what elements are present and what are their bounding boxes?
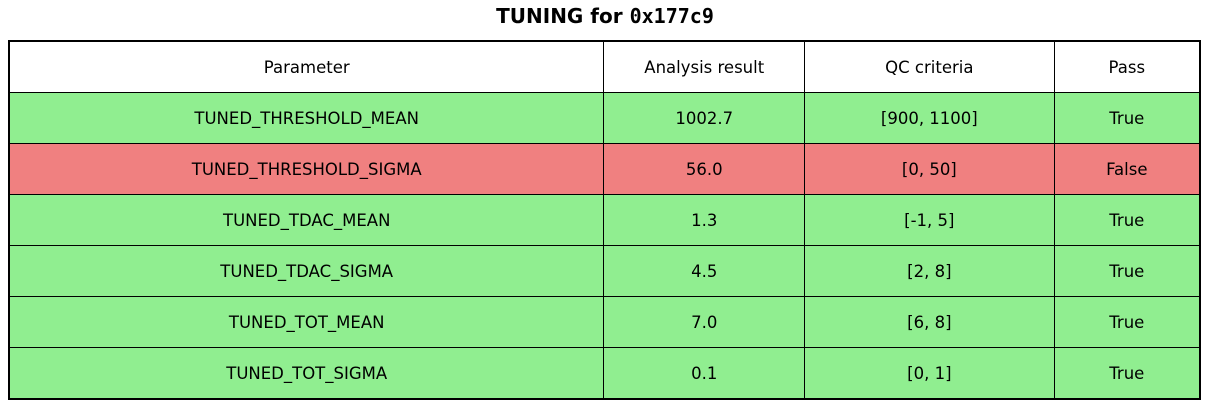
page-title: TUNING for 0x177c9 bbox=[0, 4, 1210, 28]
cell-qc-criteria: [-1, 5] bbox=[804, 194, 1055, 246]
cell-qc-criteria: [6, 8] bbox=[804, 296, 1055, 348]
cell-analysis-result: 56.0 bbox=[603, 143, 806, 195]
table-row: TUNED_THRESHOLD_MEAN 1002.7 [900, 1100] … bbox=[8, 92, 1201, 144]
cell-analysis-result: 0.1 bbox=[603, 347, 806, 400]
cell-pass: True bbox=[1053, 347, 1201, 400]
cell-parameter: TUNED_TDAC_MEAN bbox=[8, 194, 605, 246]
qc-results-table: Parameter Analysis result QC criteria Pa… bbox=[8, 40, 1201, 400]
cell-analysis-result: 7.0 bbox=[603, 296, 806, 348]
table-row: TUNED_TDAC_SIGMA 4.5 [2, 8] True bbox=[8, 245, 1201, 297]
cell-pass: True bbox=[1053, 245, 1201, 297]
title-prefix: TUNING for bbox=[496, 4, 630, 28]
cell-analysis-result: 1002.7 bbox=[603, 92, 806, 144]
cell-parameter: TUNED_THRESHOLD_MEAN bbox=[8, 92, 605, 144]
column-header-qc-criteria: QC criteria bbox=[804, 40, 1055, 93]
cell-pass: True bbox=[1053, 194, 1201, 246]
cell-pass: True bbox=[1053, 92, 1201, 144]
cell-analysis-result: 4.5 bbox=[603, 245, 806, 297]
column-header-parameter: Parameter bbox=[8, 40, 605, 93]
cell-qc-criteria: [2, 8] bbox=[804, 245, 1055, 297]
chip-id: 0x177c9 bbox=[629, 4, 714, 28]
cell-parameter: TUNED_THRESHOLD_SIGMA bbox=[8, 143, 605, 195]
column-header-analysis-result: Analysis result bbox=[603, 40, 806, 93]
cell-pass: True bbox=[1053, 296, 1201, 348]
table-body: TUNED_THRESHOLD_MEAN 1002.7 [900, 1100] … bbox=[8, 92, 1201, 400]
cell-qc-criteria: [900, 1100] bbox=[804, 92, 1055, 144]
table-row: TUNED_TDAC_MEAN 1.3 [-1, 5] True bbox=[8, 194, 1201, 246]
cell-pass: False bbox=[1053, 143, 1201, 195]
cell-analysis-result: 1.3 bbox=[603, 194, 806, 246]
cell-parameter: TUNED_TOT_MEAN bbox=[8, 296, 605, 348]
table-row: TUNED_TOT_SIGMA 0.1 [0, 1] True bbox=[8, 347, 1201, 400]
cell-qc-criteria: [0, 50] bbox=[804, 143, 1055, 195]
table-header-row: Parameter Analysis result QC criteria Pa… bbox=[8, 40, 1201, 93]
cell-parameter: TUNED_TOT_SIGMA bbox=[8, 347, 605, 400]
table-row: TUNED_TOT_MEAN 7.0 [6, 8] True bbox=[8, 296, 1201, 348]
cell-parameter: TUNED_TDAC_SIGMA bbox=[8, 245, 605, 297]
cell-qc-criteria: [0, 1] bbox=[804, 347, 1055, 400]
table-row: TUNED_THRESHOLD_SIGMA 56.0 [0, 50] False bbox=[8, 143, 1201, 195]
column-header-pass: Pass bbox=[1053, 40, 1201, 93]
